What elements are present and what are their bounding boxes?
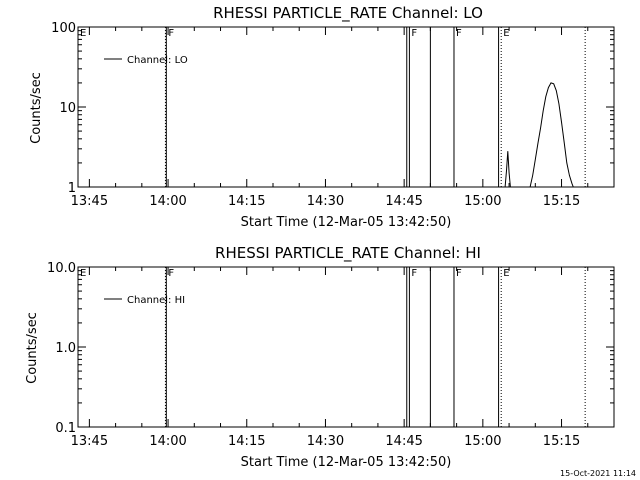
y-axis-label-lo: Counts/sec bbox=[29, 72, 44, 144]
plot-frame-lo bbox=[77, 26, 615, 188]
y-tick-label-lo: 1 bbox=[68, 181, 76, 196]
x-tick-label-hi: 14:45 bbox=[385, 434, 422, 449]
y-tick-label-hi: 0.1 bbox=[55, 421, 76, 436]
x-tick-label-lo: 15:00 bbox=[464, 194, 501, 209]
event-label-hi: E bbox=[80, 268, 86, 279]
event-label-hi: E bbox=[503, 268, 509, 279]
series-line-lo bbox=[504, 151, 511, 188]
panel-lo: RHESSI PARTICLE_RATE Channel: LO Start T… bbox=[29, 4, 615, 230]
event-label-hi: F bbox=[411, 268, 417, 279]
y-ticks-hi: 0.1 1.0 10.0 bbox=[47, 261, 614, 436]
y-tick-label-lo: 100 bbox=[51, 21, 76, 36]
x-tick-label-hi: 14:30 bbox=[307, 434, 344, 449]
event-label-lo: F bbox=[168, 28, 174, 39]
x-tick-label-lo: 13:45 bbox=[71, 194, 108, 209]
y-ticks-lo: 1 10 100 bbox=[51, 21, 614, 196]
x-tick-label-lo: 14:15 bbox=[228, 194, 265, 209]
x-ticks-hi: 13:45 14:00 14:15 14:30 14:45 15:00 15:15 bbox=[71, 267, 615, 449]
x-tick-label-lo: 14:45 bbox=[385, 194, 422, 209]
event-label-hi: F bbox=[168, 268, 174, 279]
event-label-lo: E bbox=[80, 28, 86, 39]
y-tick-label-hi: 10.0 bbox=[47, 261, 76, 276]
event-label-hi: F bbox=[456, 268, 462, 279]
chart-title-lo: RHESSI PARTICLE_RATE Channel: LO bbox=[213, 4, 483, 23]
event-label-lo: F bbox=[456, 28, 462, 39]
x-axis-label-lo: Start Time (12-Mar-05 13:42:50) bbox=[241, 215, 452, 230]
x-tick-label-hi: 15:15 bbox=[543, 434, 580, 449]
y-tick-label-lo: 10 bbox=[59, 101, 76, 116]
legend-lo: Channel: LO bbox=[104, 55, 188, 66]
x-tick-label-hi: 15:00 bbox=[464, 434, 501, 449]
x-tick-label-lo: 15:15 bbox=[543, 194, 580, 209]
y-axis-label-hi: Counts/sec bbox=[25, 312, 40, 384]
event-label-lo: E bbox=[503, 28, 509, 39]
series-line-lo bbox=[529, 82, 574, 188]
x-ticks-lo: 13:45 14:00 14:15 14:30 14:45 15:00 15:15 bbox=[71, 27, 615, 209]
legend-label-lo: Channel: LO bbox=[127, 55, 188, 66]
chart-title-hi: RHESSI PARTICLE_RATE Channel: HI bbox=[215, 244, 481, 263]
x-tick-label-hi: 14:00 bbox=[149, 434, 186, 449]
timestamp: 15-Oct-2021 11:14 bbox=[560, 469, 636, 478]
x-tick-label-lo: 14:00 bbox=[149, 194, 186, 209]
x-axis-label-hi: Start Time (12-Mar-05 13:42:50) bbox=[241, 455, 452, 470]
y-tick-label-hi: 1.0 bbox=[55, 341, 76, 356]
panel-hi: RHESSI PARTICLE_RATE Channel: HI Start T… bbox=[25, 244, 615, 470]
event-label-lo: F bbox=[411, 28, 417, 39]
legend-label-hi: Channel: HI bbox=[127, 295, 185, 306]
legend-hi: Channel: HI bbox=[104, 295, 185, 306]
x-tick-label-lo: 14:30 bbox=[307, 194, 344, 209]
x-tick-label-hi: 14:15 bbox=[228, 434, 265, 449]
plot-frame-hi bbox=[77, 266, 615, 428]
x-tick-label-hi: 13:45 bbox=[71, 434, 108, 449]
